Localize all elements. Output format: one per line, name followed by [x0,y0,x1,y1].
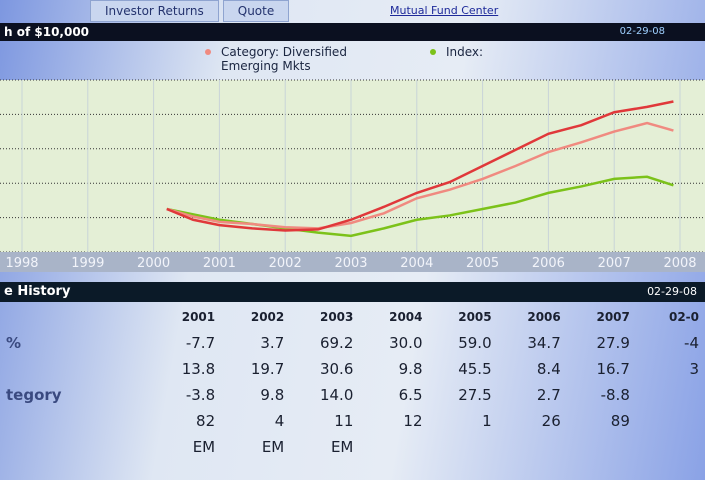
column-header: 2007 [596,310,630,324]
x-tick-label: 2000 [137,256,170,271]
column-header: 2003 [319,310,354,324]
table-cell: 12 [403,412,423,430]
x-tick-label: 2008 [663,256,696,271]
legend-index: Index: [430,45,483,59]
index-dot-icon [430,49,436,55]
table-cell: 30.6 [319,360,354,378]
table-cell: 69.2 [319,334,354,352]
tab-bar: Investor Returns Quote [90,0,290,22]
category-dot-icon [205,49,211,55]
table-cell: 3 [689,360,699,378]
column-header: 2005 [458,310,492,324]
plot-area [0,80,705,252]
table-cell: 16.7 [596,360,630,378]
row-label [0,408,152,434]
legend-category-label: Category: Diversified Emerging Mkts [221,45,347,73]
x-tick-label: 2002 [269,256,302,271]
table-row: 13.8 19.7 30.6 9.8 45.5 8.4 16.7 3 [0,356,705,382]
table-cell: 9.8 [398,360,423,378]
table-cell: EM [261,438,285,456]
table-cell [636,434,705,460]
x-tick-label: 2005 [466,256,499,271]
row-label: % [6,334,22,352]
table-cell [498,434,567,460]
x-tick-label: 1999 [71,256,104,271]
table-cell: 82 [196,412,216,430]
tab-quote[interactable]: Quote [222,0,290,22]
x-tick-label: 2003 [334,256,367,271]
table-cell: 1 [482,412,492,430]
table-cell: EM [330,438,354,456]
header-spacer [0,304,152,330]
table-cell: 89 [610,412,630,430]
table-cell [636,382,705,408]
history-table: 2001 2002 2003 2004 2005 2006 2007 02-0% -7.7 3.7… [0,304,705,460]
x-axis-band [0,252,705,272]
mutual-fund-center-link[interactable]: Mutual Fund Center [390,4,499,17]
table-cell: -4 [684,334,699,352]
table-cell [636,408,705,434]
table-cell: 30.0 [389,334,423,352]
table-cell [567,434,636,460]
table-cell: 26 [541,412,561,430]
history-header: e History 02-29-08 [0,282,705,302]
x-tick-label: 2007 [598,256,631,271]
table-cell: 27.5 [458,386,492,404]
tab-investor-returns[interactable]: Investor Returns [90,0,219,22]
table-cell: 14.0 [319,386,354,404]
x-tick-label: 2004 [400,256,433,271]
table-cell: 27.9 [596,334,630,352]
table-cell: 8.4 [536,360,561,378]
table-cell: 2.7 [536,386,561,404]
row-label: tegory [6,386,62,404]
row-label [0,434,152,460]
row-label [0,356,152,382]
table-cell [429,434,498,460]
growth-header: h of $10,000 02-29-08 [0,23,705,41]
table-cell: 4 [274,412,285,430]
history-date: 02-29-08 [647,285,697,298]
legend-category: Category: Diversified Emerging Mkts [205,45,375,73]
x-tick-label: 1998 [5,256,38,271]
series-line [166,100,674,232]
growth-title: h of $10,000 [4,25,90,39]
table-cell: 19.7 [250,360,285,378]
table-cell: -8.8 [600,386,630,404]
table-cell: 6.5 [398,386,423,404]
series-line [166,121,674,230]
legend-index-label: Index: [446,45,484,59]
table-row: % -7.7 3.7 69.2 30.0 59.0 34.7 27.9 -4 [0,330,705,356]
growth-chart: 1998 1999 2000 2001 2002 2003 2004 2005 2006 2007… [0,79,705,272]
table-cell: 11 [334,412,354,430]
table-cell: 59.0 [458,334,492,352]
table-row: 82 4 11 12 1 26 89 [0,408,705,434]
growth-date: 02-29-08 [619,26,665,37]
table-cell [359,434,428,460]
column-header: 2004 [389,310,423,324]
table-cell: 9.8 [260,386,285,404]
table-cell: 3.7 [260,334,285,352]
column-header: 2006 [527,310,561,324]
table-cell: EM [192,438,216,456]
x-tick-label: 2006 [532,256,565,271]
column-header: 2002 [250,310,285,324]
table-row: tegory -3.8 9.8 14.0 6.5 27.5 2.7 -8.8 [0,382,705,408]
table-row: EM EM EM [0,434,705,460]
table-cell: 45.5 [458,360,492,378]
column-header: 02-0 [668,310,699,324]
table-cell: 34.7 [527,334,561,352]
history-title: e History [4,284,71,299]
table-cell: -3.8 [185,386,216,404]
x-tick-label: 2001 [203,256,236,271]
table-cell: -7.7 [185,334,216,352]
column-header: 2001 [181,310,216,324]
table-cell: 13.8 [181,360,216,378]
